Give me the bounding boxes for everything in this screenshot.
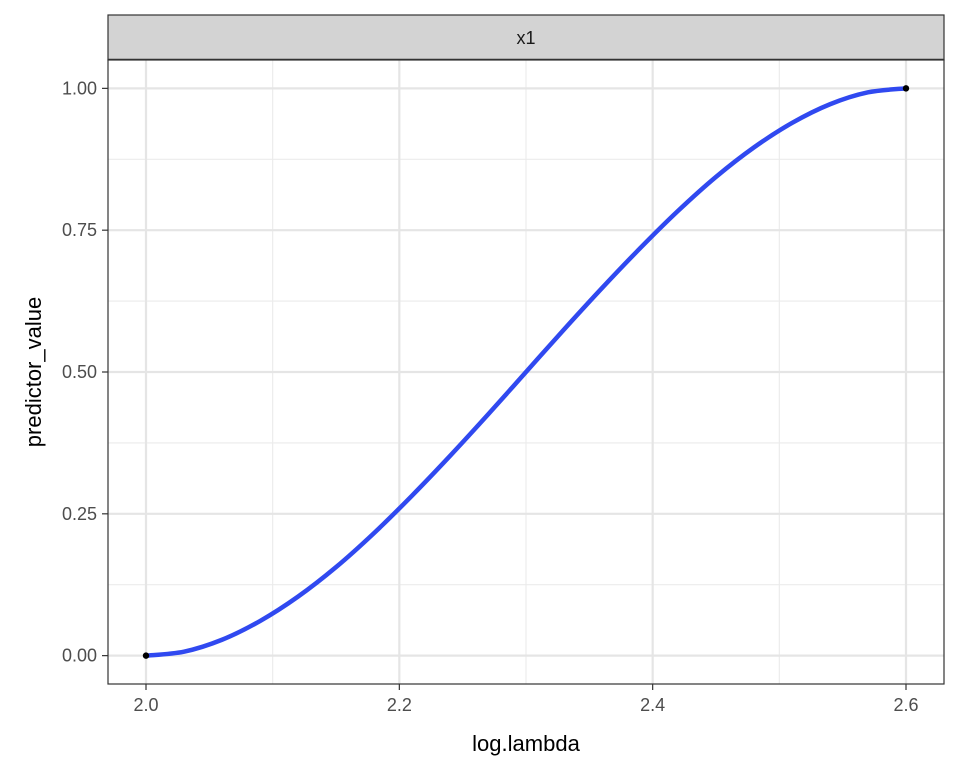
y-tick-label: 1.00 bbox=[62, 78, 97, 98]
facet-strip bbox=[107, 14, 945, 61]
x-tick-label: 2.0 bbox=[133, 695, 158, 715]
y-tick-label: 0.50 bbox=[62, 362, 97, 382]
x-tick-label: 2.2 bbox=[387, 695, 412, 715]
data-point bbox=[902, 85, 910, 92]
series-line bbox=[143, 86, 909, 658]
y-tick-label: 0.00 bbox=[62, 646, 97, 666]
data-point bbox=[142, 652, 150, 659]
y-axis-title: predictor_value bbox=[21, 297, 46, 447]
y-axis: 0.00 0.25 0.50 0.75 1.00 bbox=[62, 78, 108, 666]
y-tick-label: 0.75 bbox=[62, 220, 97, 240]
data-points bbox=[142, 85, 910, 659]
x-tick-label: 2.4 bbox=[640, 695, 665, 715]
x-axis: 2.0 2.2 2.4 2.6 bbox=[133, 684, 919, 715]
x-tick-label: 2.6 bbox=[893, 695, 918, 715]
facet-label: x1 bbox=[516, 28, 535, 48]
x-axis-title: log.lambda bbox=[472, 731, 580, 756]
y-tick-label: 0.25 bbox=[62, 504, 97, 524]
